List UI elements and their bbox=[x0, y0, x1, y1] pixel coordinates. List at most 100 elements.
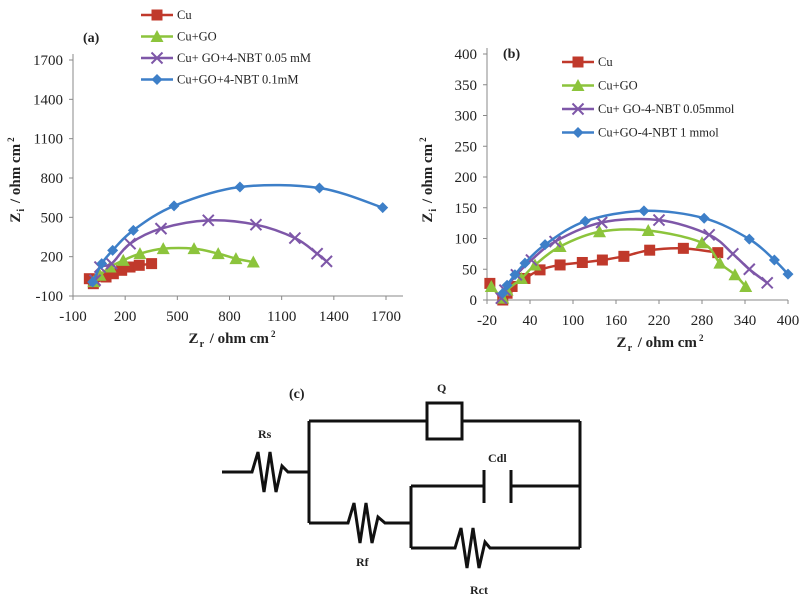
y-tick-label: 800 bbox=[41, 171, 64, 187]
legend-label: Cu+GO+4-NBT 0.1mM bbox=[177, 73, 299, 87]
marker-triangle bbox=[695, 236, 709, 249]
y-axis-title-z: Z bbox=[420, 213, 436, 223]
marker-triangle bbox=[211, 247, 225, 260]
equivalent-circuit bbox=[222, 401, 582, 569]
marker-square bbox=[133, 259, 145, 271]
marker-triangle bbox=[150, 30, 164, 42]
x-tick-label: -100 bbox=[59, 309, 87, 325]
resistor-rct bbox=[411, 527, 580, 569]
marker-square bbox=[146, 258, 158, 270]
marker-square bbox=[576, 256, 588, 268]
marker-x bbox=[150, 51, 164, 65]
resistor-rs bbox=[247, 451, 309, 493]
marker-x bbox=[548, 235, 562, 248]
marker-diamond bbox=[509, 269, 521, 281]
marker-diamond bbox=[127, 224, 139, 236]
legend-label: Cu bbox=[177, 8, 192, 22]
marker-diamond bbox=[638, 205, 650, 217]
x-axis-title-sup: 2 bbox=[271, 329, 276, 339]
marker-square bbox=[116, 264, 128, 276]
marker-x bbox=[310, 247, 324, 260]
marker-triangle bbox=[229, 252, 243, 265]
x-tick-label: 280 bbox=[691, 313, 714, 329]
y-tick-label: 500 bbox=[41, 210, 64, 226]
marker-x bbox=[202, 214, 215, 227]
marker-triangle bbox=[514, 271, 528, 284]
marker-triangle bbox=[156, 242, 170, 255]
y-axis-title-sup: 2 bbox=[6, 137, 16, 142]
marker-x bbox=[288, 231, 302, 245]
marker-square bbox=[107, 268, 119, 280]
marker-x bbox=[320, 255, 333, 268]
marker-diamond bbox=[782, 268, 794, 280]
marker-x bbox=[154, 222, 168, 235]
marker-triangle bbox=[484, 279, 498, 292]
marker-triangle bbox=[593, 225, 607, 238]
series-diamond bbox=[497, 205, 794, 299]
marker-square bbox=[151, 9, 163, 21]
cpe-q bbox=[425, 401, 464, 441]
marker-triangle bbox=[571, 79, 585, 91]
y-tick-label: 100 bbox=[455, 232, 478, 248]
marker-x bbox=[105, 257, 118, 270]
marker-triangle bbox=[187, 242, 201, 255]
y-tick-label: 200 bbox=[455, 170, 478, 186]
marker-diamond bbox=[151, 74, 163, 85]
marker-square bbox=[677, 242, 689, 254]
marker-diamond bbox=[501, 279, 513, 291]
x-tick-label: 500 bbox=[166, 309, 189, 325]
x-axis-title-unit: / ohm cm bbox=[634, 335, 697, 351]
panel-label: (b) bbox=[503, 47, 520, 62]
marker-x bbox=[249, 218, 263, 231]
x-tick-label: 400 bbox=[777, 313, 800, 329]
marker-diamond bbox=[234, 181, 246, 193]
marker-diamond bbox=[313, 182, 325, 194]
y-tick-label: 1700 bbox=[33, 53, 63, 69]
y-tick-label: 350 bbox=[455, 78, 478, 94]
x-tick-label: 40 bbox=[523, 313, 538, 329]
marker-x bbox=[595, 216, 608, 229]
label-rct: Rct bbox=[470, 583, 488, 597]
label-q: Q bbox=[437, 381, 446, 395]
x-tick-label: 800 bbox=[218, 309, 241, 325]
y-tick-label: -100 bbox=[36, 289, 64, 305]
series-diamond bbox=[87, 181, 389, 288]
y-axis-title-sup: 2 bbox=[418, 137, 428, 142]
x-tick-label: 220 bbox=[648, 313, 671, 329]
x-axis-title-z: Z bbox=[617, 335, 627, 351]
chart-a-nyquist: -100 200 500 800 1100 1400 1700 -100 200 500 800 11… bbox=[6, 8, 403, 350]
x-axis-title-sub: r bbox=[628, 343, 633, 354]
marker-diamond bbox=[497, 287, 509, 299]
y-axis-title-z: Z bbox=[8, 213, 24, 223]
marker-square bbox=[596, 254, 608, 266]
chart-b-nyquist: -20 40 100 160 220 280 340 400 0 50 100 150 200 250 30… bbox=[418, 47, 799, 354]
marker-triangle bbox=[728, 268, 742, 281]
marker-x bbox=[702, 228, 716, 242]
x-tick-label: 340 bbox=[734, 313, 757, 329]
marker-diamond bbox=[579, 215, 591, 227]
x-axis-title: Zr / ohm cm 2 bbox=[189, 329, 276, 350]
x-tick-label: 160 bbox=[605, 313, 628, 329]
marker-triangle bbox=[133, 247, 147, 260]
x-axis-title-unit: / ohm cm bbox=[206, 331, 269, 347]
legend-label: Cu+GO bbox=[177, 30, 217, 44]
legend-label: Cu bbox=[598, 55, 613, 69]
y-axis-title: Zi / ohm cm2 bbox=[6, 137, 27, 223]
marker-diamond bbox=[572, 127, 584, 138]
panel-label-c: (c) bbox=[289, 387, 305, 402]
y-tick-label: 0 bbox=[470, 293, 478, 309]
label-cdl: Cdl bbox=[488, 451, 507, 465]
marker-diamond bbox=[743, 233, 755, 245]
marker-square bbox=[572, 56, 584, 68]
x-tick-label: 200 bbox=[114, 309, 137, 325]
marker-x bbox=[652, 213, 666, 227]
y-tick-label: 150 bbox=[455, 201, 478, 217]
series-square bbox=[484, 242, 724, 306]
marker-triangle bbox=[116, 253, 130, 266]
marker-diamond bbox=[87, 276, 99, 288]
marker-diamond bbox=[698, 212, 710, 224]
legend-label: Cu+GO bbox=[598, 79, 638, 93]
resistor-rf bbox=[309, 502, 411, 544]
y-tick-label: 400 bbox=[455, 47, 478, 63]
